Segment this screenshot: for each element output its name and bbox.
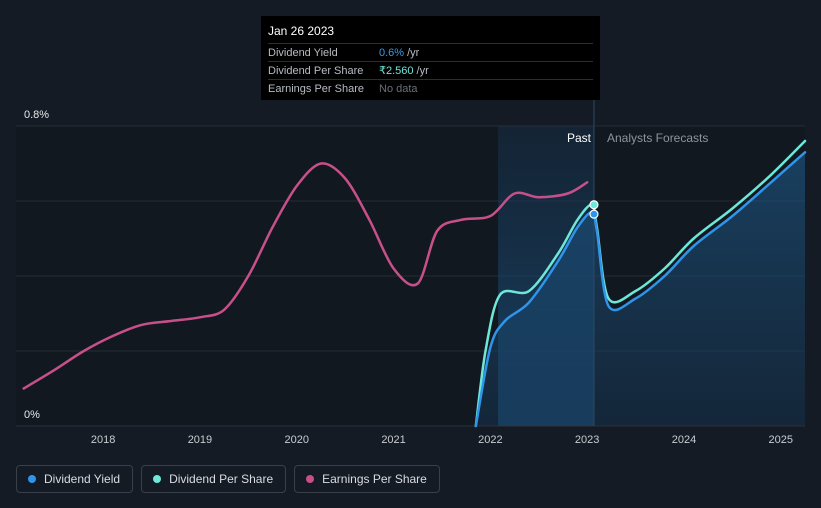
legend-label: Dividend Yield <box>44 472 121 486</box>
tooltip-value: No data <box>379 82 418 95</box>
legend-label: Dividend Per Share <box>169 472 274 486</box>
dividend-yield-area <box>475 152 805 427</box>
y-top-label: 0.8% <box>24 109 49 121</box>
tooltip-label: Earnings Per Share <box>268 82 364 95</box>
tooltip-row-dividend-yield: Dividend Yield 0.6% /yr <box>268 43 593 61</box>
series-line-earnings-per-share <box>22 162 589 390</box>
legend-item-dividend-per-share[interactable]: Dividend Per Share <box>141 465 287 493</box>
tooltip-date: Jan 26 2023 <box>268 24 335 38</box>
x-tick-label: 2020 <box>285 434 309 446</box>
y-bottom-label: 0% <box>24 409 40 421</box>
tooltip-label: Dividend Yield <box>268 46 338 59</box>
tooltip: Jan 26 2023 Dividend Yield 0.6% /yr Divi… <box>261 16 600 100</box>
forecast-label: Analysts Forecasts <box>607 131 708 145</box>
legend-dot-icon <box>153 475 162 483</box>
x-tick-label: 2021 <box>381 434 405 446</box>
x-axis-ticks: 2018 2019 2020 2021 2022 2023 2024 2025 <box>91 434 793 446</box>
legend-item-dividend-yield[interactable]: Dividend Yield <box>16 465 134 493</box>
tooltip-row-dividend-per-share: Dividend Per Share ₹2.560 /yr <box>268 61 593 79</box>
past-label: Past <box>567 131 592 145</box>
highlight-points <box>589 200 599 219</box>
highlight-point-dividend-yield <box>589 209 599 219</box>
highlight-point-dividend-per-share <box>589 200 599 210</box>
x-tick-label: 2025 <box>769 434 793 446</box>
x-tick-label: 2024 <box>672 434 696 446</box>
legend-item-earnings-per-share[interactable]: Earnings Per Share <box>294 465 440 493</box>
tooltip-label: Dividend Per Share <box>268 64 364 77</box>
legend-label: Earnings Per Share <box>322 472 427 486</box>
series-line-dividend-yield <box>474 151 807 428</box>
x-tick-label: 2019 <box>188 434 212 446</box>
tooltip-unit: /yr <box>416 64 429 77</box>
tooltip-value: 0.6% <box>379 46 405 59</box>
x-tick-label: 2023 <box>575 434 599 446</box>
x-tick-label: 2022 <box>478 434 502 446</box>
tooltip-value: ₹2.560 <box>379 65 414 77</box>
x-tick-label: 2018 <box>91 434 115 446</box>
legend-dot-icon <box>28 475 36 483</box>
tooltip-row-earnings-per-share: Earnings Per Share No data <box>268 79 593 97</box>
legend-dot-icon <box>306 475 315 483</box>
legend: Dividend Yield Dividend Per Share Earnin… <box>16 465 440 493</box>
series-lines <box>22 139 807 428</box>
tooltip-unit: /yr <box>407 46 420 59</box>
